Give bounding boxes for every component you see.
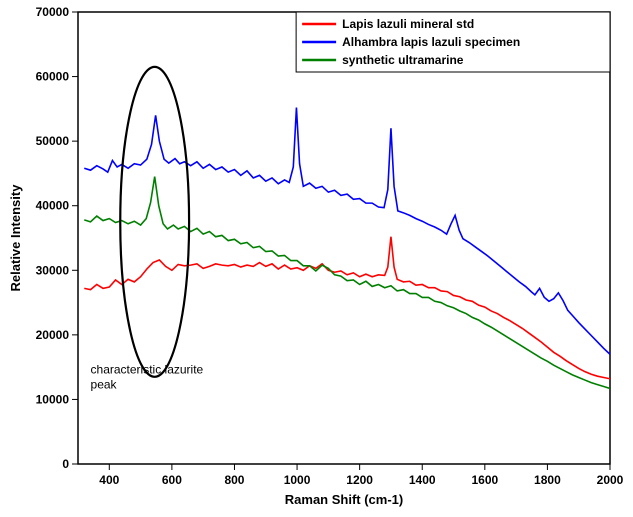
y-tick-label: 0 xyxy=(62,457,69,471)
raman-spectrum-chart: 4006008001000120014001600180020000100002… xyxy=(0,0,633,517)
plot-area xyxy=(78,12,610,464)
y-tick-label: 40000 xyxy=(36,199,70,213)
y-tick-label: 50000 xyxy=(36,134,70,148)
y-tick-label: 20000 xyxy=(36,328,70,342)
legend-label: synthetic ultramarine xyxy=(342,53,464,67)
y-tick-label: 10000 xyxy=(36,392,70,406)
x-tick-label: 800 xyxy=(224,473,244,487)
y-tick-label: 70000 xyxy=(36,5,70,19)
y-tick-label: 60000 xyxy=(36,70,70,84)
y-tick-label: 30000 xyxy=(36,263,70,277)
annotation-text: peak xyxy=(91,378,118,392)
x-tick-label: 400 xyxy=(99,473,119,487)
annotation-text: characteristic lazurite xyxy=(91,363,204,377)
x-tick-label: 1400 xyxy=(409,473,436,487)
y-axis-label: Relative Intensity xyxy=(8,184,23,292)
legend-label: Lapis lazuli mineral std xyxy=(342,17,474,31)
legend-label: Alhambra lapis lazuli specimen xyxy=(342,35,520,49)
x-tick-label: 1200 xyxy=(346,473,373,487)
x-tick-label: 600 xyxy=(162,473,182,487)
chart-svg: 4006008001000120014001600180020000100002… xyxy=(0,0,633,517)
x-tick-label: 2000 xyxy=(597,473,624,487)
x-axis-label: Raman Shift (cm-1) xyxy=(285,492,403,507)
x-tick-label: 1600 xyxy=(471,473,498,487)
x-tick-label: 1800 xyxy=(534,473,561,487)
x-tick-label: 1000 xyxy=(284,473,311,487)
